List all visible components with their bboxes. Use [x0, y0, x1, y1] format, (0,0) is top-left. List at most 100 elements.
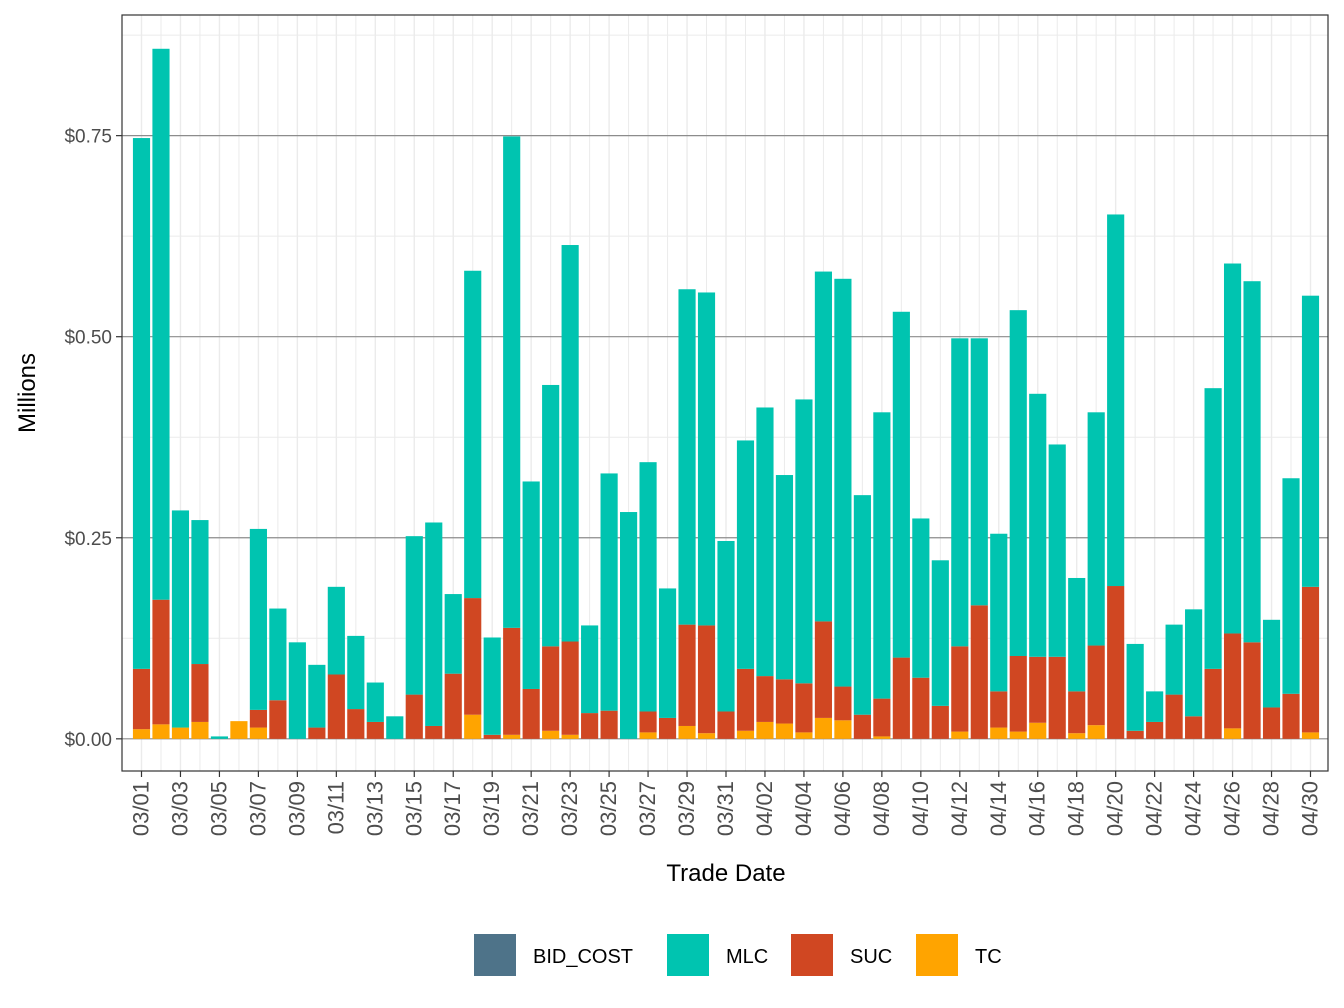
bar-suc-04-24	[1185, 716, 1203, 739]
y-axis-title: Millions	[14, 353, 41, 433]
legend-key-bid-cost	[474, 934, 516, 976]
bar-mlc-03-24	[581, 625, 599, 714]
bar-suc-03-30	[697, 625, 716, 734]
x-tick-label: 04/30	[1298, 781, 1323, 836]
x-tick-label: 03/31	[713, 781, 738, 836]
bar-mlc-03-02	[152, 48, 170, 600]
bar-suc-03-20	[503, 627, 521, 735]
bar-mlc-03-20	[503, 136, 521, 628]
bar-mlc-04-23	[1165, 624, 1183, 695]
x-tick-label: 04/14	[986, 781, 1011, 836]
bar-mlc-03-29	[678, 289, 696, 625]
x-tick-label: 04/24	[1181, 781, 1206, 836]
bar-mlc-03-08	[269, 608, 287, 701]
bar-tc-04-04	[795, 732, 813, 739]
bar-suc-04-01	[736, 668, 755, 731]
bar-mlc-03-07	[249, 528, 267, 710]
bar-suc-03-15	[405, 694, 423, 739]
bar-mlc-03-18	[464, 270, 482, 599]
bar-tc-03-20	[503, 734, 521, 739]
legend-key-suc	[791, 934, 833, 976]
bar-suc-04-20	[1107, 586, 1125, 739]
bar-mlc-04-05	[814, 271, 832, 622]
bar-mlc-03-28	[658, 588, 677, 718]
bar-mlc-03-15	[405, 536, 423, 695]
bar-mlc-04-17	[1048, 444, 1066, 657]
bar-suc-04-09	[892, 657, 910, 739]
bar-suc-04-08	[873, 698, 891, 737]
x-tick-label: 03/03	[167, 781, 192, 836]
bar-mlc-04-27	[1243, 281, 1261, 643]
bar-mlc-03-26	[620, 512, 638, 739]
bar-mlc-04-30	[1301, 295, 1320, 587]
bar-suc-03-12	[347, 709, 365, 739]
bar-suc-04-28	[1262, 707, 1281, 739]
bar-mlc-04-29	[1282, 478, 1300, 694]
bar-suc-03-02	[152, 599, 170, 725]
x-tick-label: 04/20	[1103, 781, 1128, 836]
bar-tc-03-22	[542, 730, 560, 739]
bar-mlc-04-07	[853, 495, 871, 715]
bar-suc-04-07	[853, 714, 871, 739]
bar-mlc-04-21	[1126, 643, 1144, 731]
bar-tc-04-03	[775, 723, 794, 739]
bar-tc-04-30	[1301, 732, 1320, 739]
bar-suc-04-19	[1087, 645, 1105, 726]
bar-tc-03-01	[132, 729, 151, 739]
bar-mlc-04-12	[951, 338, 969, 647]
bar-suc-03-29	[678, 624, 696, 726]
bar-suc-03-16	[425, 725, 443, 739]
x-tick-label: 03/27	[635, 781, 660, 836]
bar-suc-04-05	[814, 621, 832, 718]
bar-suc-03-07	[249, 709, 267, 728]
bar-mlc-04-28	[1262, 619, 1281, 708]
bar-tc-04-26	[1223, 728, 1242, 739]
bar-suc-03-23	[561, 641, 579, 735]
bar-mlc-03-27	[639, 462, 657, 712]
bar-suc-03-11	[327, 674, 345, 739]
bar-mlc-04-25	[1204, 388, 1222, 669]
bar-suc-04-12	[951, 646, 969, 732]
bar-suc-04-22	[1146, 721, 1164, 739]
bar-suc-03-21	[522, 688, 540, 739]
bar-suc-04-21	[1126, 730, 1144, 739]
x-tick-label: 04/22	[1142, 781, 1167, 836]
bar-tc-03-02	[152, 724, 170, 739]
bar-tc-03-07	[249, 727, 267, 739]
y-tick-label: $0.75	[64, 127, 112, 148]
bar-mlc-04-18	[1068, 577, 1086, 692]
x-tick-label: 03/21	[518, 781, 543, 836]
bar-suc-03-13	[366, 721, 384, 739]
bar-tc-03-23	[561, 734, 579, 739]
x-tick-label: 03/01	[129, 781, 154, 836]
bar-suc-03-19	[483, 734, 501, 739]
bar-mlc-04-03	[775, 475, 794, 680]
bar-suc-04-17	[1048, 656, 1066, 739]
bar-suc-04-04	[795, 683, 813, 733]
bar-suc-03-01	[132, 668, 151, 730]
x-tick-label: 03/19	[479, 781, 504, 836]
legend: BID_COST MLC SUC TC	[474, 934, 1002, 976]
bar-suc-04-23	[1165, 694, 1183, 739]
bar-suc-04-06	[834, 686, 852, 721]
bar-mlc-03-10	[308, 664, 326, 728]
x-tick-label: 03/29	[674, 781, 699, 836]
x-tick-label: 03/17	[440, 781, 465, 836]
x-tick-label: 04/28	[1259, 781, 1284, 836]
bar-suc-04-03	[775, 679, 794, 724]
x-tick-label: 04/10	[908, 781, 933, 836]
bar-suc-03-10	[308, 727, 326, 739]
x-tick-label: 04/12	[947, 781, 972, 836]
x-tick-label: 03/11	[323, 781, 348, 834]
legend-label-suc: SUC	[850, 946, 892, 968]
x-tick-label: 03/05	[206, 781, 231, 836]
legend-key-mlc	[667, 934, 709, 976]
bar-suc-04-30	[1301, 586, 1320, 733]
legend-key-tc	[916, 934, 958, 976]
bar-mlc-03-30	[697, 292, 716, 626]
bar-mlc-04-20	[1107, 214, 1125, 587]
bar-mlc-03-13	[366, 682, 384, 722]
panel-border	[121, 14, 1329, 772]
x-axis-title: Trade Date	[666, 860, 785, 887]
bar-suc-03-31	[717, 711, 735, 739]
